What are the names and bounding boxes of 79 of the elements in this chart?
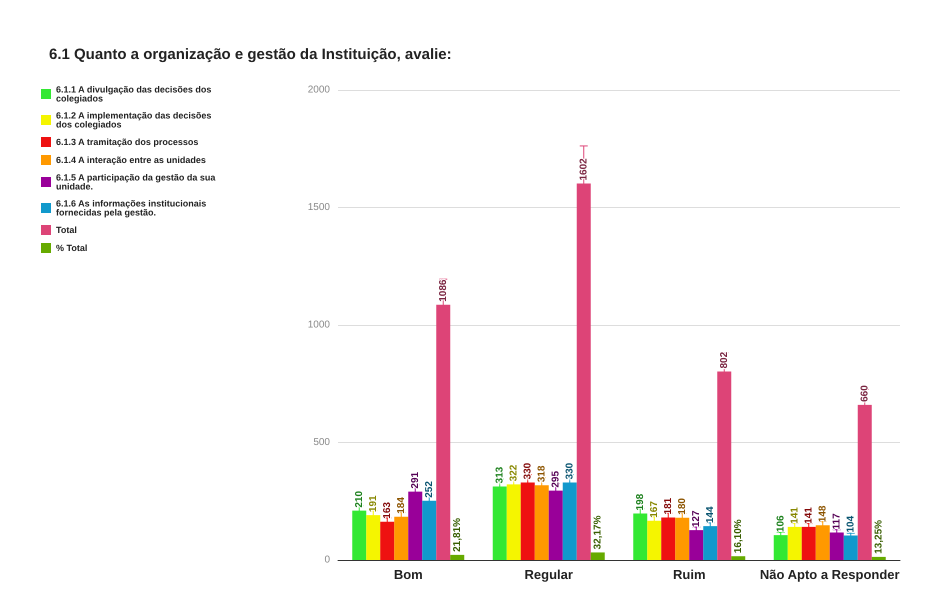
y-tick-label: 1500 [308, 202, 330, 213]
bar [506, 484, 521, 560]
bar [731, 556, 746, 560]
data-label: 330 [564, 462, 576, 480]
data-label: 252 [424, 480, 435, 498]
bar [717, 372, 732, 560]
bar [394, 516, 408, 560]
data-label: 184 [396, 496, 407, 514]
data-label: 141 [803, 506, 814, 524]
bar [661, 517, 676, 560]
legend-label: 6.1.2 A implementação das decisões dos colegiados [56, 110, 214, 130]
bar [562, 482, 577, 560]
bar [774, 535, 788, 560]
bar [788, 526, 802, 560]
y-tick-label: 500 [313, 437, 330, 448]
data-label: 117 [831, 512, 842, 530]
bar [633, 513, 648, 560]
data-label: 16,10% [732, 519, 744, 554]
data-label: 32,17% [592, 515, 604, 550]
data-label: 330 [522, 462, 534, 480]
data-label: 106 [775, 514, 786, 532]
x-tick-label: Ruim [673, 567, 706, 582]
legend-label: 6.1.4 A interação entre as unidades [56, 155, 206, 165]
bar [675, 518, 690, 560]
data-label: 322 [508, 464, 520, 482]
bar [844, 536, 858, 560]
legend-label: 6.1.1 A divulgação das decisões dos colegiados [56, 84, 214, 104]
bar [689, 530, 704, 560]
data-label: 191 [368, 494, 379, 512]
data-label: 295 [550, 470, 562, 488]
data-label: 167 [648, 500, 660, 518]
bar [380, 522, 394, 560]
bar [520, 482, 535, 560]
bar [436, 304, 450, 560]
x-tick-label: Bom [394, 567, 423, 582]
data-label: 210 [354, 490, 365, 508]
data-label: 180 [676, 498, 688, 515]
bar [802, 526, 816, 560]
data-label: 13,25% [873, 520, 884, 554]
data-label: 318 [536, 465, 548, 482]
data-label: 144 [704, 506, 716, 524]
data-label: 291 [410, 471, 421, 489]
legend-label: 6.1.6 As informações institucionais fornecidas pela gestão. [56, 198, 209, 218]
bar [422, 500, 436, 560]
bar [858, 404, 872, 560]
bar [647, 520, 662, 560]
data-label: 802 [718, 351, 730, 369]
legend-label: 6.1.3 A tramitação dos processos [56, 137, 198, 147]
bar [816, 525, 830, 560]
data-label: 181 [662, 497, 674, 514]
bar [408, 492, 422, 560]
x-tick-label: Não Apto a Responder [760, 567, 900, 582]
bar [450, 554, 464, 560]
data-label: 163 [382, 502, 393, 519]
bar [366, 515, 380, 560]
bar [492, 486, 507, 560]
bar [590, 552, 605, 560]
bar [830, 532, 844, 560]
bar [872, 556, 886, 560]
data-label: 127 [690, 510, 702, 528]
y-tick-label: 1000 [308, 320, 330, 330]
data-label: 104 [845, 515, 856, 533]
data-label: 141 [789, 506, 800, 524]
data-label: 148 [817, 505, 828, 522]
y-tick-label: 0 [324, 554, 330, 566]
bar [548, 490, 563, 560]
bar [534, 485, 549, 560]
bar [703, 526, 718, 560]
data-label: 313 [494, 466, 506, 484]
legend-label: % Total [56, 243, 88, 253]
bar [352, 510, 366, 560]
data-label: 198 [634, 493, 646, 510]
legend-label: Total [56, 225, 77, 235]
x-tick-label: Regular [524, 567, 573, 582]
legend-label: 6.1.5 A participação da gestão da sua unidade. [56, 172, 218, 192]
y-tick-label: 2000 [308, 84, 330, 96]
data-label: 21,81% [452, 518, 463, 552]
chart-title: 6.1 Quanto a organização e gestão da Instituição, avalie: [49, 46, 452, 63]
data-label: 660 [859, 384, 870, 402]
